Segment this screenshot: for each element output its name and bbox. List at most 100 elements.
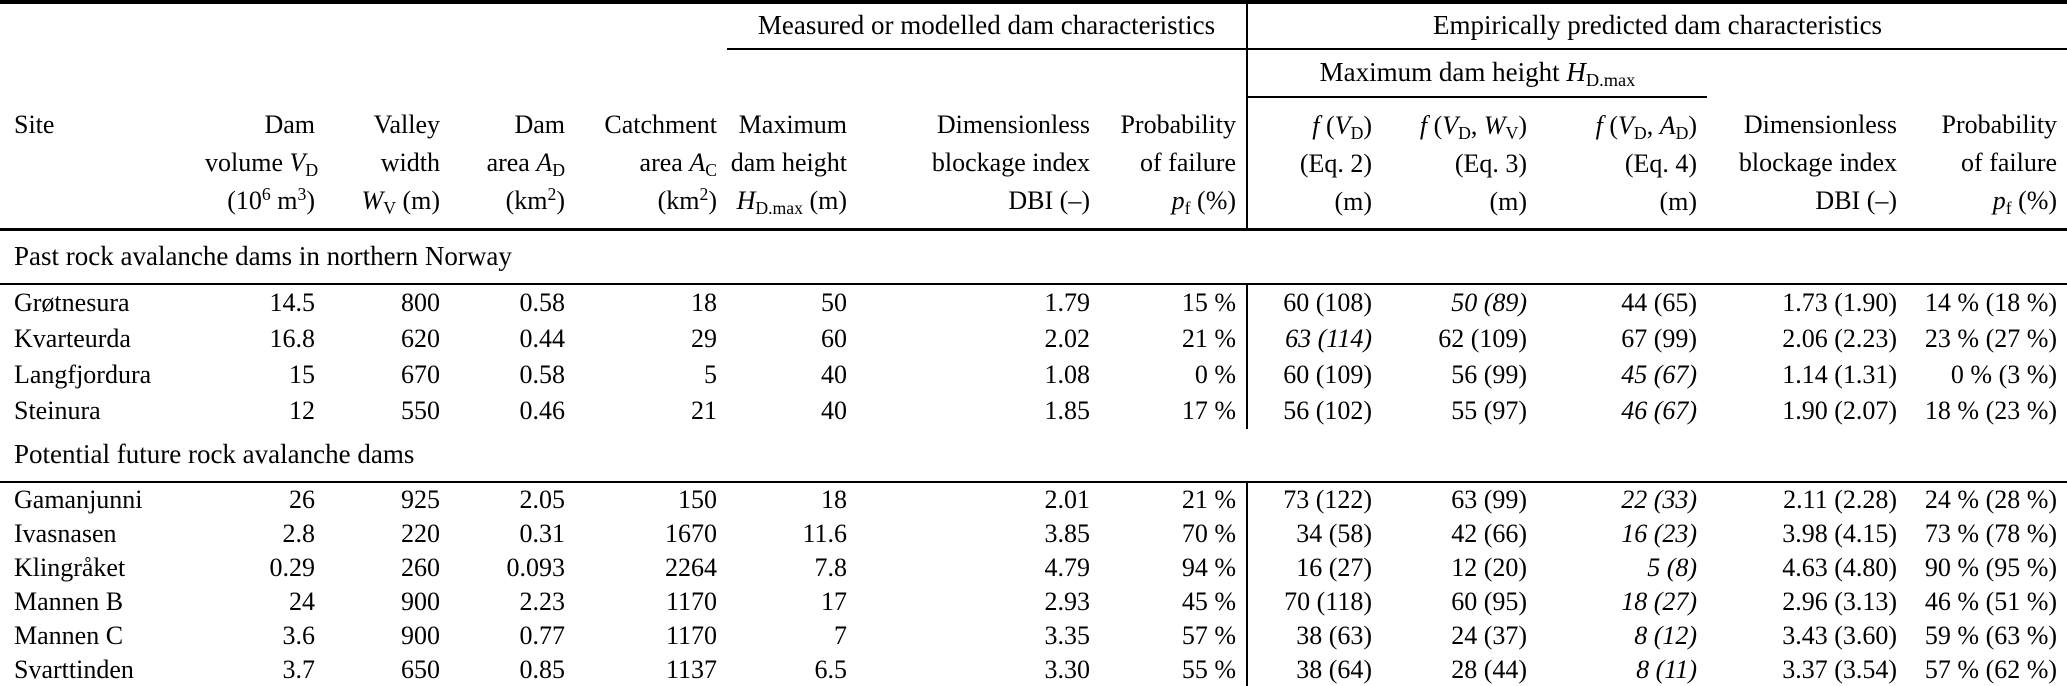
table-row: Mannen C 3.6 900 0.77 1170 7 3.35 57 % 38 (63) 24…: [0, 619, 2067, 653]
cell-value: 55 %: [1100, 653, 1249, 686]
cell-value: 45 (67): [1621, 360, 1698, 389]
cell-value: 5: [704, 360, 717, 389]
cell-value: 3.37 (3.54): [1707, 653, 1908, 686]
subgroup-header-max-dam-height: Maximum dam height HD.max: [1247, 49, 1708, 98]
cell-value: 8 (11): [1537, 653, 1708, 686]
cell-value: 4.79: [1044, 553, 1091, 582]
cell-value: 2.8: [282, 519, 316, 548]
cell-site: Langfjordura: [14, 360, 152, 389]
cell-value: 56 (99): [1451, 360, 1528, 389]
column-header-probability-of-failure: Probability of failure pf (%): [1100, 97, 1248, 231]
cell-value: 60 (95): [1451, 587, 1528, 616]
table-row: Klingråket 0.29 260 0.093 2264 7.8 4.79 94 % 16 …: [0, 551, 2067, 585]
cell-value: 11.6: [802, 519, 847, 548]
cell-value: 26: [289, 485, 315, 514]
cell-value: 24: [289, 587, 315, 616]
table-row: Steinura 12 550 0.46 21 40 1.85 17 % 56 (102) 55 …: [0, 393, 2067, 429]
cell-value: 17: [821, 587, 847, 616]
cell-value: 38 (64): [1247, 653, 1383, 686]
subgroup-header-spacer-right: [1707, 49, 2067, 97]
section-title: Past rock avalanche dams in northern Nor…: [0, 229, 2067, 285]
cell-value: 150: [678, 485, 717, 514]
cell-value: 18: [691, 288, 717, 317]
cell-value: 1.73 (1.90): [1782, 288, 1898, 317]
table-row: Kvarteurda 16.8 620 0.44 29 60 2.02 21 % 63 (114…: [0, 321, 2067, 357]
cell-value: 94 %: [1100, 551, 1249, 585]
cell-value: 60 (108): [1283, 288, 1373, 317]
cell-value: 3.35: [1044, 621, 1091, 650]
cell-value: 3.6: [282, 621, 316, 650]
cell-value: 1670: [665, 519, 717, 548]
cell-value: 15 %: [1100, 284, 1249, 321]
cell-value: 44 (65): [1621, 288, 1698, 317]
cell-value: 18 (27): [1621, 587, 1698, 616]
cell-value: 0.44: [519, 324, 566, 353]
cell-value: 670: [401, 360, 440, 389]
cell-value: 50 (89): [1451, 288, 1528, 317]
group-header-predicted: Empirically predicted dam characteristic…: [1246, 0, 2067, 50]
cell-value: 2.05: [519, 485, 566, 514]
cell-value: 2.01: [1044, 485, 1091, 514]
cell-value: 650: [325, 653, 450, 686]
section-header-row: Past rock avalanche dams in northern Nor…: [0, 229, 2067, 285]
cell-value: 1.14 (1.31): [1782, 360, 1898, 389]
cell-value: 22 (33): [1621, 485, 1698, 514]
cell-value: 17 %: [1100, 393, 1249, 429]
cell-value: 3.98 (4.15): [1782, 519, 1898, 548]
cell-value: 3.85: [1044, 519, 1091, 548]
cell-value: 16.8: [269, 324, 316, 353]
cell-value: 2.11 (2.28): [1783, 485, 1898, 514]
cell-value: 15: [289, 360, 315, 389]
cell-value: 0.46: [519, 396, 566, 425]
cell-value: 7.8: [814, 553, 848, 582]
cell-value: 16 (27): [1296, 553, 1373, 582]
cell-value: 56 (102): [1283, 396, 1373, 425]
cell-value: 0.85: [450, 653, 575, 686]
cell-value: 57 % (62 %): [1907, 653, 2067, 686]
cell-value: 45 %: [1100, 585, 1249, 619]
cell-value: 0.093: [506, 553, 566, 582]
cell-value: 14 % (18 %): [1924, 288, 2058, 317]
cell-site: Grøtnesura: [14, 288, 130, 317]
column-header-max-dam-height: Maximum dam height HD.max (m): [727, 97, 857, 231]
cell-value: 12: [289, 396, 315, 425]
column-header-dam-volume: Dam volume VD (106 m3): [205, 97, 325, 231]
cell-value: 16 (23): [1621, 519, 1698, 548]
cell-value: 5 (8): [1647, 553, 1698, 582]
table-body: Past rock avalanche dams in northern Nor…: [0, 229, 2067, 686]
cell-value: 55 (97): [1451, 396, 1528, 425]
cell-value: 70 (118): [1284, 587, 1373, 616]
cell-value: 28 (44): [1382, 653, 1538, 686]
cell-value: 40: [821, 360, 847, 389]
table-row: Grøtnesura 14.5 800 0.58 18 50 1.79 15 % 60 (108…: [0, 284, 2067, 321]
cell-value: 63 (114): [1285, 324, 1373, 353]
cell-value: 1.85: [1044, 396, 1091, 425]
cell-value: 63 (99): [1451, 485, 1528, 514]
section-title: Potential future rock avalanche dams: [0, 429, 2067, 483]
column-header-f-vd: f (VD) (Eq. 2) (m): [1246, 97, 1383, 231]
column-header-site: Site: [0, 97, 205, 231]
cell-value: 60 (109): [1283, 360, 1373, 389]
column-header-dbi: Dimensionless blockage index DBI (–): [857, 97, 1100, 231]
cell-value: 620: [401, 324, 440, 353]
cell-site: Kvarteurda: [14, 324, 131, 353]
group-header-measured: Measured or modelled dam characteristics: [727, 0, 1248, 50]
cell-value: 24 % (28 %): [1924, 485, 2058, 514]
cell-site: Mannen C: [14, 621, 124, 650]
cell-value: 2264: [665, 553, 717, 582]
cell-value: 8 (12): [1634, 621, 1698, 650]
cell-value: 14.5: [269, 288, 316, 317]
cell-value: 0.29: [269, 553, 316, 582]
cell-value: 46 (67): [1621, 396, 1698, 425]
cell-value: 21 %: [1100, 321, 1249, 357]
cell-value: 67 (99): [1621, 324, 1698, 353]
cell-value: 550: [401, 396, 440, 425]
cell-value: 18: [821, 485, 847, 514]
cell-value: 38 (63): [1296, 621, 1373, 650]
column-header-probability-of-failure-predicted: Probability of failure pf (%): [1907, 97, 2067, 231]
cell-value: 60: [821, 324, 847, 353]
column-header-valley-width: Valley width WV (m): [325, 97, 450, 231]
cell-value: 900: [401, 587, 440, 616]
